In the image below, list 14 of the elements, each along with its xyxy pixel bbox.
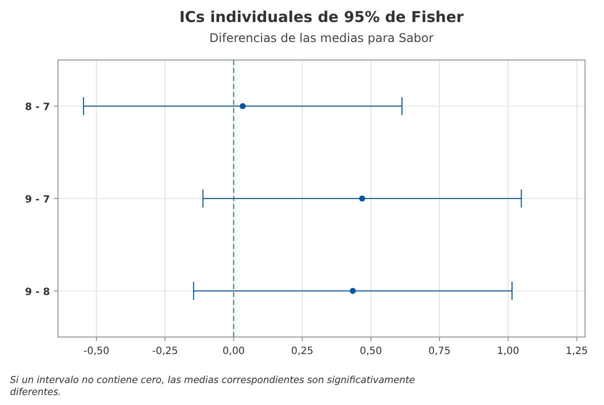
- x-tick-label: 1,25: [566, 346, 588, 357]
- x-tick-label: 1,00: [497, 346, 520, 357]
- x-tick-label: -0,50: [83, 346, 110, 357]
- chart-title: ICs individuales de 95% de Fisher: [179, 8, 464, 26]
- x-tick-label: 0,50: [360, 346, 382, 357]
- x-tick-label: 0,25: [291, 346, 314, 357]
- y-tick-label: 9 - 8: [24, 286, 50, 298]
- text: Si un intervalo no contiene cero, las medias correspondientes son significativamente diferentes.: [10, 375, 416, 398]
- x-tick-label: -0,25: [152, 346, 178, 357]
- y-tick-label: 9 - 7: [24, 194, 50, 206]
- x-tick-label: 0,75: [428, 346, 451, 357]
- chart-subtitle: Diferencias de las medias para Sabor: [209, 31, 434, 45]
- y-tick-label: 8 - 7: [24, 102, 50, 114]
- x-tick-label: 0,00: [222, 346, 245, 357]
